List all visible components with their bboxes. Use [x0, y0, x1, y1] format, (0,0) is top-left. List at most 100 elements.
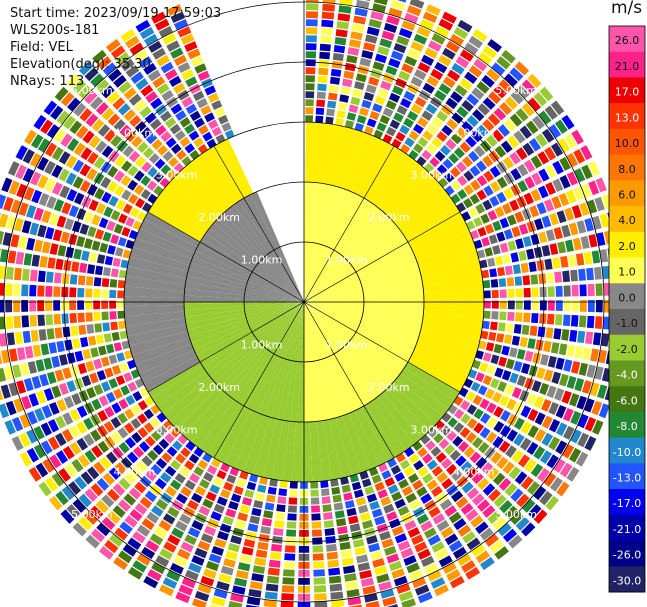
- noise-gate: [177, 26, 192, 38]
- noise-gate: [123, 109, 136, 122]
- noise-gate: [86, 466, 100, 480]
- noise-gate: [349, 474, 359, 483]
- velocity-gate: [400, 367, 455, 409]
- noise-gate: [374, 53, 388, 64]
- noise-gate: [93, 461, 106, 475]
- noise-gate: [147, 449, 159, 461]
- velocity-gate: [304, 302, 359, 412]
- noise-gate: [502, 254, 512, 264]
- noise-gate: [114, 462, 127, 475]
- noise-gate: [344, 573, 357, 582]
- noise-gate: [466, 537, 481, 551]
- noise-gate: [38, 329, 47, 341]
- noise-gate: [544, 146, 557, 161]
- noise-gate: [109, 311, 117, 320]
- noise-gate: [475, 160, 487, 172]
- noise-gate: [15, 164, 27, 180]
- noise-gate: [416, 486, 428, 498]
- noise-gate: [322, 504, 332, 512]
- colorbar-segment: [609, 566, 645, 593]
- noise-gate: [518, 250, 527, 261]
- noise-gate: [103, 206, 114, 218]
- noise-gate: [36, 390, 47, 404]
- noise-gate: [486, 402, 497, 414]
- noise-gate: [139, 26, 155, 40]
- noise-gate: [374, 481, 385, 492]
- noise-gate: [414, 584, 430, 596]
- noise-gate: [266, 575, 280, 584]
- velocity-gate: [342, 413, 371, 473]
- noise-gate: [480, 213, 490, 224]
- velocity-gate: [199, 399, 240, 454]
- velocity-gate: [169, 381, 219, 429]
- noise-gate: [499, 395, 510, 407]
- noise-gate: [381, 30, 395, 41]
- noise-gate: [354, 7, 368, 17]
- noise-gate: [527, 504, 542, 519]
- noise-gate: [577, 413, 589, 429]
- noise-gate: [310, 497, 320, 505]
- noise-gate: [492, 516, 507, 531]
- noise-gate: [492, 220, 502, 232]
- noise-gate: [73, 192, 85, 205]
- noise-gate: [134, 502, 148, 515]
- noise-gate: [75, 125, 89, 139]
- noise-gate: [90, 483, 104, 497]
- noise-gate: [492, 244, 501, 255]
- noise-gate: [53, 272, 62, 284]
- noise-gate: [150, 430, 162, 442]
- noise-gate: [58, 468, 71, 482]
- noise-gate: [390, 50, 404, 61]
- noise-gate: [531, 300, 539, 311]
- noise-gate: [332, 52, 344, 62]
- ring-label: 4.00km: [114, 126, 156, 139]
- noise-gate: [137, 427, 149, 439]
- noise-gate: [37, 175, 49, 189]
- noise-gate: [463, 184, 474, 196]
- noise-gate: [150, 463, 162, 476]
- noise-gate: [258, 533, 270, 543]
- noise-gate: [110, 416, 122, 429]
- noise-gate: [257, 484, 267, 493]
- noise-gate: [348, 39, 362, 49]
- noise-gate: [117, 310, 125, 319]
- velocity-gate: [264, 302, 304, 418]
- noise-gate: [220, 565, 234, 576]
- noise-gate: [103, 421, 115, 433]
- noise-gate: [490, 279, 499, 288]
- noise-gate: [93, 311, 101, 322]
- noise-gate: [4, 419, 16, 435]
- noise-gate: [401, 20, 416, 32]
- noise-gate: [167, 506, 180, 518]
- noise-gate: [170, 47, 184, 59]
- noise-gate: [267, 486, 277, 495]
- noise-gate: [254, 557, 267, 566]
- noise-gate: [170, 459, 182, 471]
- noise-gate: [56, 110, 70, 125]
- noise-gate: [352, 88, 363, 98]
- noise-gate: [563, 285, 571, 297]
- noise-gate: [83, 417, 95, 430]
- velocity-gate: [304, 302, 347, 417]
- noise-gate: [557, 138, 571, 153]
- noise-gate: [426, 479, 439, 491]
- noise-gate: [305, 35, 317, 43]
- noise-gate: [504, 265, 513, 276]
- velocity-gate: [234, 412, 264, 472]
- noise-gate: [319, 51, 331, 60]
- noise-gate: [595, 299, 603, 313]
- velocity-gate: [239, 197, 304, 302]
- noise-gate: [76, 235, 86, 248]
- noise-gate: [89, 505, 104, 520]
- noise-gate: [275, 512, 285, 520]
- velocity-gate: [316, 420, 333, 482]
- noise-gate: [491, 289, 499, 299]
- noise-gate: [547, 300, 555, 311]
- velocity-gate: [304, 302, 334, 420]
- noise-gate: [475, 521, 489, 535]
- noise-gate: [86, 168, 98, 181]
- noise-gate: [90, 429, 102, 442]
- noise-gate: [119, 362, 129, 373]
- noise-gate: [394, 533, 408, 544]
- noise-gate: [471, 87, 485, 100]
